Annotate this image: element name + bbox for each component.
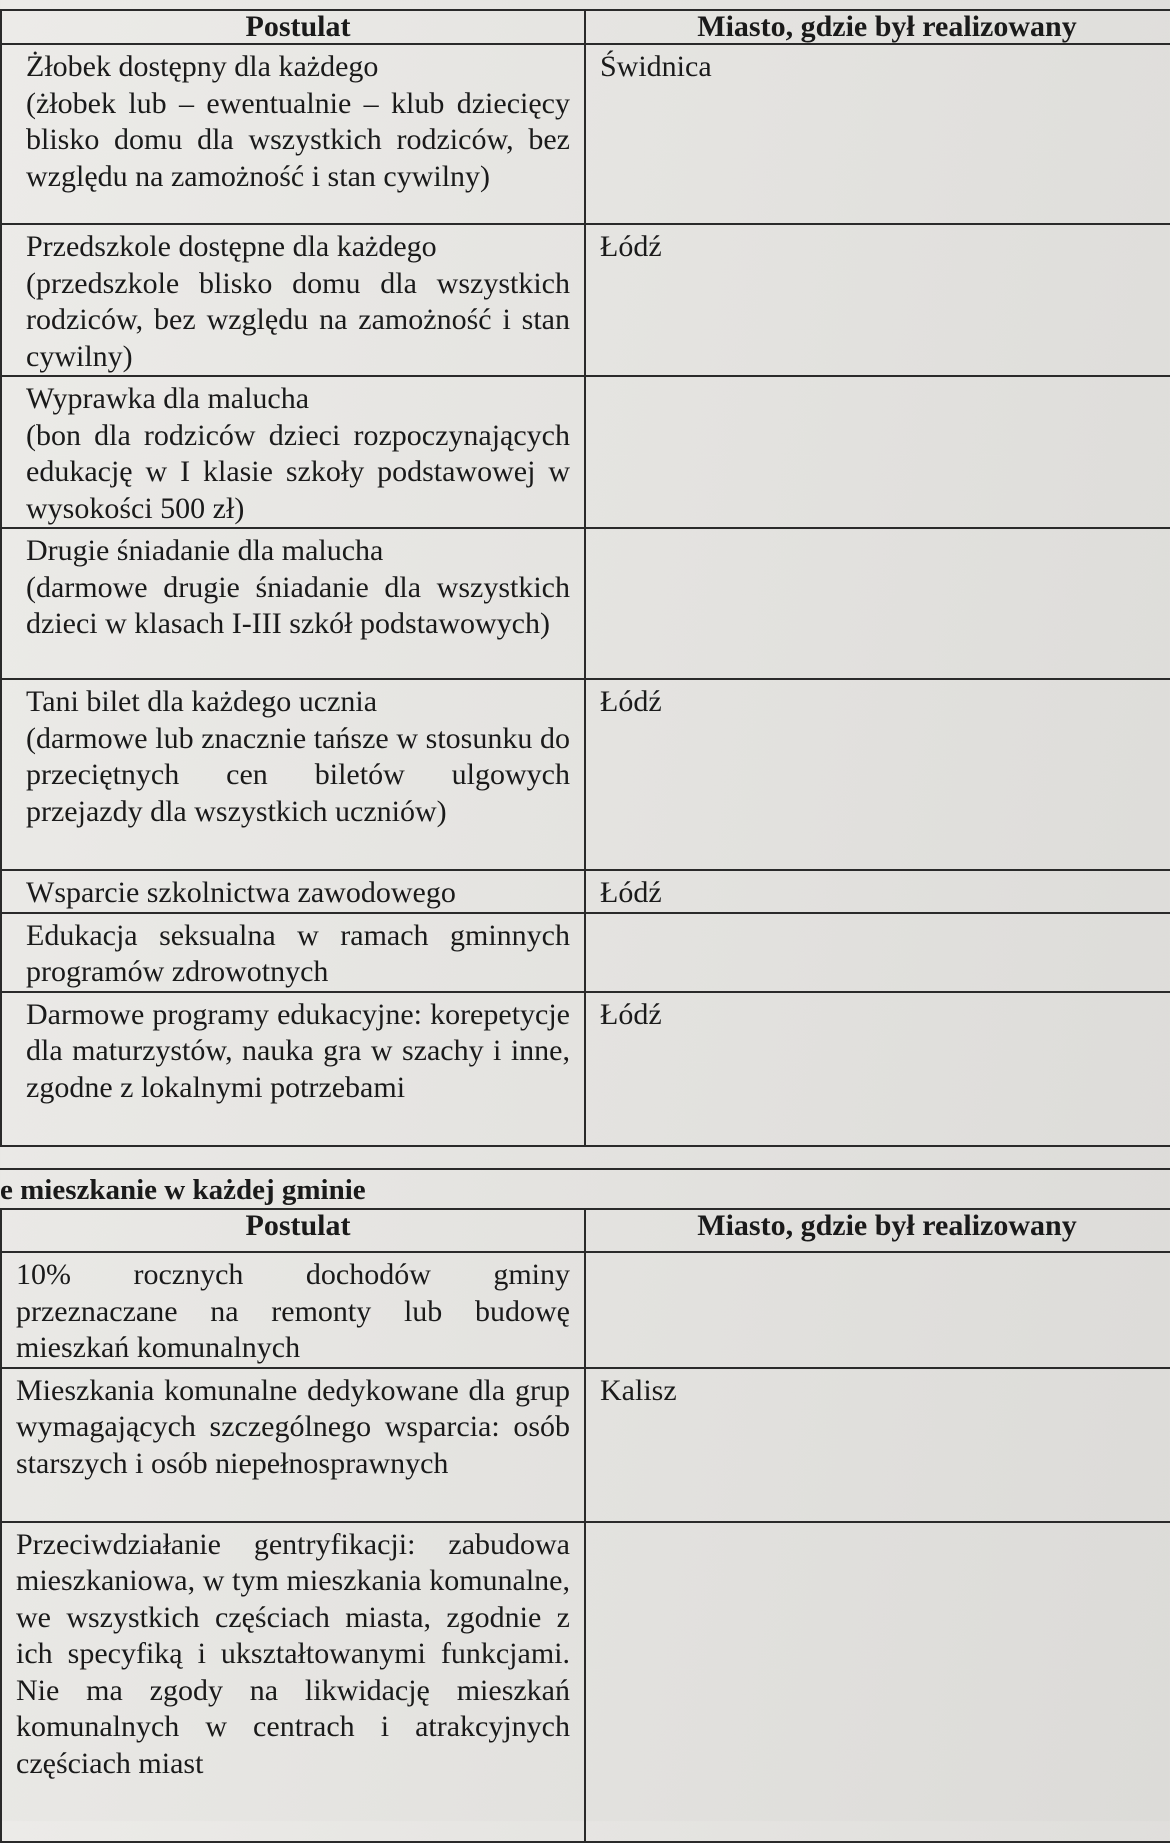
- section-title: e mieszkanie w każdej gminie: [0, 1168, 1170, 1210]
- table-row: Przeciwdziałanie gentryfikacji: zabudowa…: [0, 1520, 1170, 1843]
- miasto-cell: [584, 1520, 1170, 1843]
- postulat-cell: 10% rocznych dochodów gminy przeznaczane…: [0, 1251, 586, 1369]
- table-row: 10% rocznych dochodów gminy przeznaczane…: [0, 1251, 1170, 1369]
- miasto-cell: Łódź: [584, 678, 1170, 871]
- postulat-cell: Drugie śniadanie dla malucha (darmowe dru…: [0, 527, 586, 680]
- postulat-description: (darmowe drugie śniadanie dla wszystkich…: [26, 570, 570, 641]
- postulat-description: (żłobek lub – ewentualnie – klub dziecię…: [26, 86, 570, 193]
- postulat-cell: Przeciwdziałanie gentryfikacji: zabudowa…: [0, 1520, 586, 1843]
- header-miasto: Miasto, gdzie był realizowany: [584, 1208, 1170, 1253]
- miasto-cell: Łódź: [584, 869, 1170, 914]
- table-row: Darmowe programy edukacyjne: korepetycje…: [0, 990, 1170, 1147]
- header-postulat: Postulat: [0, 1208, 586, 1253]
- postulat-cell: Mieszkania komunalne dedykowane dla grup…: [0, 1366, 586, 1523]
- miasto-cell: [584, 375, 1170, 529]
- postulat-cell: Darmowe programy edukacyjne: korepetycje…: [0, 990, 586, 1147]
- table-row: Tani bilet dla każdego ucznia (darmowe lu…: [0, 678, 1170, 871]
- postulat-title: Przedszkole dostępne dla każdego: [26, 230, 437, 263]
- postulat-cell: Wyprawka dla malucha (bon dla rodziców dz…: [0, 375, 586, 529]
- postulat-title: Tani bilet dla każdego ucznia: [26, 685, 378, 718]
- table-header-row: Postulat Miasto, gdzie był realizowany: [0, 1208, 1170, 1253]
- table-row: Edukacja seksualna w ramach gminnych pro…: [0, 911, 1170, 993]
- miasto-cell: Świdnica: [584, 43, 1170, 225]
- postulates-table-2: Postulat Miasto, gdzie był realizowany 1…: [0, 1208, 1170, 1843]
- postulat-cell: Tani bilet dla każdego ucznia (darmowe lu…: [0, 678, 586, 871]
- table-row: Wyprawka dla malucha (bon dla rodziców dz…: [0, 375, 1170, 529]
- postulat-cell: Przedszkole dostępne dla każdego (przedsz…: [0, 223, 586, 377]
- postulat-title: Drugie śniadanie dla malucha: [26, 534, 384, 567]
- table-row: Wsparcie szkolnictwa zawodowego Łódź: [0, 869, 1170, 914]
- postulat-cell: Edukacja seksualna w ramach gminnych pro…: [0, 911, 586, 993]
- postulat-title: Żłobek dostępny dla każdego: [26, 50, 379, 83]
- table-row: Żłobek dostępny dla każdego (żłobek lub –…: [0, 43, 1170, 225]
- postulat-description: (darmowe lub znacznie tańsze w stosunku …: [26, 721, 570, 828]
- postulat-description: (bon dla rodziców dzieci rozpoczynającyc…: [26, 418, 570, 525]
- miasto-cell: [584, 527, 1170, 680]
- postulat-description: (przedszkole blisko domu dla wszystkich …: [26, 266, 570, 373]
- postulat-cell: Żłobek dostępny dla każdego (żłobek lub –…: [0, 43, 586, 225]
- miasto-cell: [584, 911, 1170, 993]
- miasto-cell: Kalisz: [584, 1366, 1170, 1523]
- miasto-cell: Łódź: [584, 223, 1170, 377]
- postulat-title: Wyprawka dla malucha: [26, 382, 310, 415]
- miasto-cell: [584, 1251, 1170, 1369]
- table-header-row: Postulat Miasto, gdzie był realizowany: [0, 9, 1170, 45]
- header-postulat: Postulat: [0, 9, 586, 45]
- table-row: Drugie śniadanie dla malucha (darmowe dru…: [0, 527, 1170, 680]
- header-miasto: Miasto, gdzie był realizowany: [584, 9, 1170, 45]
- miasto-cell: Łódź: [584, 990, 1170, 1147]
- postulat-cell: Wsparcie szkolnictwa zawodowego: [0, 869, 586, 914]
- postulates-table-1: Postulat Miasto, gdzie był realizowany Ż…: [0, 9, 1170, 1147]
- table-row: Przedszkole dostępne dla każdego (przedsz…: [0, 223, 1170, 377]
- table-row: Mieszkania komunalne dedykowane dla grup…: [0, 1366, 1170, 1523]
